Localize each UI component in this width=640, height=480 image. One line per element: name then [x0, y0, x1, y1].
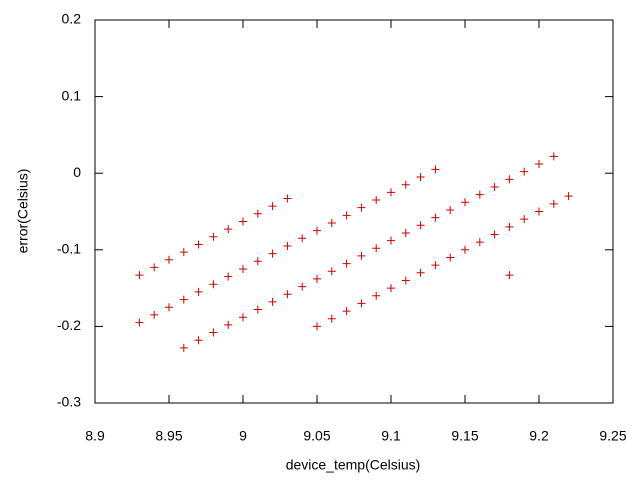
point — [327, 218, 336, 227]
point — [549, 152, 558, 161]
point — [461, 198, 469, 207]
point — [209, 280, 218, 289]
point — [224, 320, 233, 329]
point — [372, 291, 381, 300]
point — [416, 173, 425, 182]
point — [313, 226, 321, 235]
point — [179, 295, 188, 304]
point — [224, 272, 233, 281]
x-tick-label: 9.2 — [529, 428, 549, 444]
point — [431, 165, 440, 174]
y-tick-label: -0.1 — [57, 241, 81, 257]
point — [387, 236, 395, 245]
point — [327, 314, 336, 323]
point — [253, 305, 262, 314]
point — [446, 253, 455, 262]
point — [209, 328, 218, 337]
point — [135, 318, 144, 327]
point — [520, 167, 529, 176]
point — [401, 228, 410, 237]
point — [239, 313, 247, 322]
point — [298, 234, 307, 243]
point — [283, 194, 292, 203]
point — [253, 209, 262, 218]
point — [401, 276, 410, 285]
point — [165, 255, 173, 264]
point — [179, 248, 188, 257]
point — [461, 245, 469, 254]
point — [401, 180, 410, 189]
x-tick-label: 8.9 — [85, 428, 105, 444]
point — [387, 188, 395, 197]
point — [327, 267, 336, 276]
point — [505, 175, 514, 184]
point — [416, 221, 425, 230]
point — [490, 230, 499, 239]
x-tick-label: 9.25 — [599, 428, 626, 444]
point — [564, 192, 573, 201]
point — [283, 241, 292, 250]
x-tick-label: 9.1 — [381, 428, 401, 444]
point — [446, 205, 455, 214]
point — [150, 263, 159, 272]
x-axis-label: device_temp(Celsius) — [286, 457, 421, 473]
y-tick-label: 0.1 — [62, 87, 82, 103]
point — [298, 282, 307, 291]
point — [475, 190, 484, 199]
point — [357, 299, 366, 308]
point — [520, 215, 529, 224]
point — [268, 297, 277, 306]
point — [165, 303, 173, 312]
point — [224, 225, 233, 234]
point — [313, 322, 321, 331]
y-tick-label: 0.2 — [62, 11, 82, 27]
y-tick-label: 0 — [73, 164, 81, 180]
point — [342, 307, 351, 316]
x-tick-label: 8.95 — [155, 428, 182, 444]
point — [416, 268, 425, 277]
point — [372, 244, 381, 253]
point — [313, 274, 321, 283]
point — [372, 196, 381, 205]
point — [431, 213, 440, 222]
point — [239, 264, 247, 273]
point — [209, 232, 218, 241]
point — [490, 182, 499, 191]
point — [505, 222, 514, 231]
point — [179, 343, 188, 352]
x-tick-label: 9.15 — [451, 428, 478, 444]
point — [387, 284, 395, 293]
plot-border — [94, 19, 614, 404]
point — [535, 160, 543, 169]
point — [194, 287, 203, 296]
point — [357, 251, 366, 260]
point — [194, 240, 203, 249]
point — [342, 259, 351, 268]
y-tick-label: -0.3 — [57, 394, 81, 410]
point — [431, 261, 440, 270]
point — [135, 271, 144, 280]
point — [194, 336, 203, 345]
point — [505, 271, 514, 280]
point — [549, 199, 558, 208]
point — [268, 249, 277, 258]
point — [150, 310, 159, 319]
point — [253, 257, 262, 266]
x-tick-label: 9.05 — [303, 428, 330, 444]
point — [342, 211, 351, 220]
x-tick-label: 9 — [239, 428, 247, 444]
point — [239, 217, 247, 226]
point — [535, 207, 543, 216]
point — [475, 238, 484, 247]
point — [283, 290, 292, 299]
y-axis-label: error(Celsius) — [15, 169, 31, 254]
point — [268, 202, 277, 211]
point — [357, 203, 366, 212]
y-tick-label: -0.2 — [57, 317, 81, 333]
